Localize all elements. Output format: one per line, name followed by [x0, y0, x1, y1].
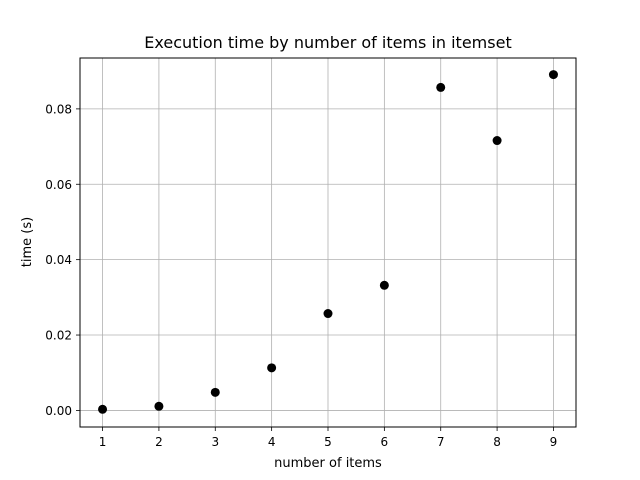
- x-axis-label: number of items: [274, 456, 382, 471]
- y-tick-label: 0.04: [45, 253, 72, 267]
- data-point: [492, 136, 502, 146]
- x-tick-label: 4: [268, 435, 276, 449]
- data-point: [436, 82, 446, 92]
- data-point: [323, 309, 333, 319]
- data-point: [154, 401, 164, 411]
- x-axis-ticks: 1 2 3 4 5 6 7 8 9: [99, 427, 558, 449]
- x-tick-label: 3: [211, 435, 219, 449]
- chart-title: Execution time by number of items in ite…: [144, 33, 511, 52]
- data-point: [548, 70, 558, 80]
- x-tick-label: 6: [381, 435, 389, 449]
- y-tick-label: 0.06: [45, 178, 72, 192]
- x-tick-label: 5: [324, 435, 332, 449]
- y-axis-ticks: 0.00 0.02 0.04 0.06 0.08: [45, 102, 80, 418]
- x-tick-label: 2: [155, 435, 163, 449]
- y-tick-label: 0.02: [45, 329, 72, 343]
- data-points: [98, 70, 558, 414]
- x-tick-label: 8: [493, 435, 501, 449]
- data-point: [379, 280, 389, 290]
- y-tick-label: 0.00: [45, 404, 72, 418]
- y-tick-label: 0.08: [45, 102, 72, 116]
- grid: [80, 58, 576, 427]
- y-axis-label: time (s): [20, 217, 35, 267]
- x-tick-label: 1: [99, 435, 107, 449]
- data-point: [267, 363, 277, 373]
- data-point: [210, 387, 220, 397]
- data-point: [98, 404, 108, 414]
- x-tick-label: 7: [437, 435, 445, 449]
- x-tick-label: 9: [550, 435, 558, 449]
